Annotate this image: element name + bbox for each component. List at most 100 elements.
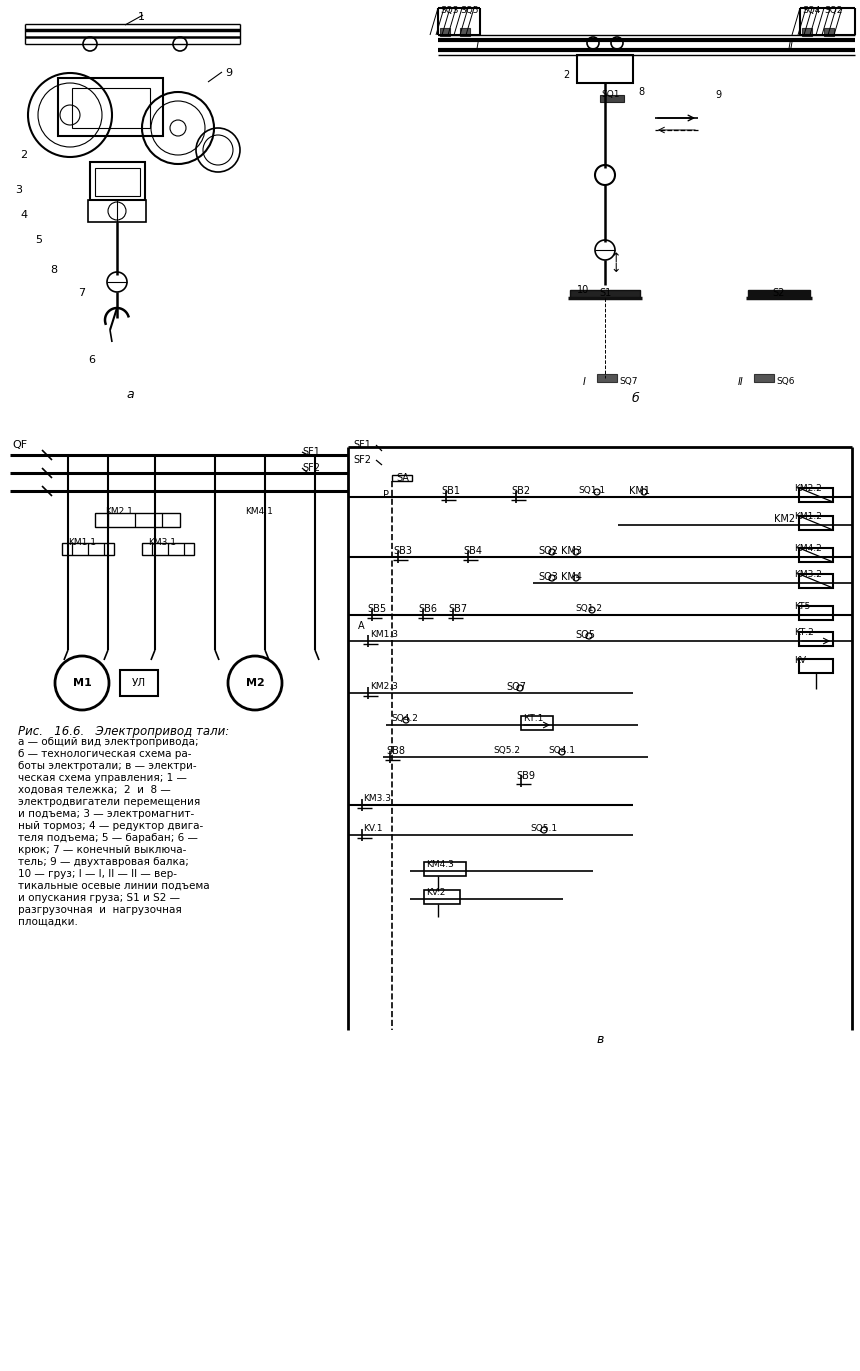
Text: и подъема; 3 — электромагнит-: и подъема; 3 — электромагнит- xyxy=(18,809,194,818)
Text: KМ1.1: KМ1.1 xyxy=(68,537,96,547)
Text: в: в xyxy=(596,1032,604,1046)
Text: 5: 5 xyxy=(35,234,42,245)
Bar xyxy=(88,200,146,222)
Bar xyxy=(424,862,466,876)
Bar xyxy=(72,88,150,128)
Bar xyxy=(120,670,158,696)
Text: 3: 3 xyxy=(15,185,22,195)
Text: М1: М1 xyxy=(72,679,91,688)
Bar xyxy=(802,27,812,36)
Text: S2: S2 xyxy=(773,288,785,298)
Text: 2: 2 xyxy=(563,70,569,80)
Bar xyxy=(95,513,180,526)
Bar xyxy=(90,162,145,200)
Text: SB4: SB4 xyxy=(463,546,482,557)
Text: I: I xyxy=(583,377,586,387)
Text: разгрузочная  и  нагрузочная: разгрузочная и нагрузочная xyxy=(18,905,181,914)
Text: а — общий вид электропривода;: а — общий вид электропривода; xyxy=(18,738,199,747)
Text: тель; 9 — двухтавровая балка;: тель; 9 — двухтавровая балка; xyxy=(18,857,189,866)
Text: II: II xyxy=(738,377,744,387)
Text: б — технологическая схема ра-: б — технологическая схема ра- xyxy=(18,749,192,760)
Text: SQ4: SQ4 xyxy=(802,5,820,15)
Text: I: I xyxy=(476,43,479,52)
Text: SQ6: SQ6 xyxy=(776,377,795,387)
Text: SQ5.2: SQ5.2 xyxy=(493,746,520,755)
Text: ческая схема управления; 1 —: ческая схема управления; 1 — xyxy=(18,773,187,783)
Bar xyxy=(799,659,833,673)
Bar xyxy=(748,291,810,298)
Text: SB3: SB3 xyxy=(393,546,412,557)
Bar xyxy=(600,95,624,101)
Text: KМ2.1: KМ2.1 xyxy=(105,507,133,515)
Text: SQ2: SQ2 xyxy=(538,546,558,557)
Text: SQ5: SQ5 xyxy=(460,5,478,15)
Text: и опускания груза; S1 и S2 —: и опускания груза; S1 и S2 — xyxy=(18,893,180,903)
Text: площадки.: площадки. xyxy=(18,917,78,927)
Text: б: б xyxy=(631,392,639,404)
Text: SQ5: SQ5 xyxy=(575,631,595,640)
Text: KМ3.3: KМ3.3 xyxy=(363,794,391,803)
Text: SB7: SB7 xyxy=(448,605,467,614)
Bar xyxy=(799,488,833,502)
Bar xyxy=(570,291,640,298)
Text: 8: 8 xyxy=(50,265,57,276)
Text: 2: 2 xyxy=(20,149,28,160)
Text: 6: 6 xyxy=(89,355,95,365)
Bar xyxy=(754,374,774,383)
Text: KТ.2: KТ.2 xyxy=(794,628,814,638)
Text: KМ2.3: KМ2.3 xyxy=(370,681,398,691)
Text: KV.1: KV.1 xyxy=(363,824,383,834)
Text: 7: 7 xyxy=(78,288,85,298)
Bar xyxy=(799,515,833,531)
Text: SF2: SF2 xyxy=(353,455,371,465)
Text: KМ4.1: KМ4.1 xyxy=(245,507,273,515)
Bar xyxy=(824,27,834,36)
Text: KM2.2: KM2.2 xyxy=(794,484,822,494)
Text: SQ5.1: SQ5.1 xyxy=(530,824,557,834)
Text: КТ.1: КТ.1 xyxy=(523,714,544,723)
Text: 4: 4 xyxy=(20,210,28,219)
Text: QF: QF xyxy=(12,440,28,450)
Text: KМ1.2: KМ1.2 xyxy=(794,511,822,521)
Text: 9: 9 xyxy=(715,90,722,100)
Text: KV: KV xyxy=(794,655,806,665)
Bar xyxy=(597,374,617,383)
Text: II: II xyxy=(788,43,794,52)
Text: SQ1.1: SQ1.1 xyxy=(578,485,605,495)
Text: KM4: KM4 xyxy=(561,572,582,583)
Text: SB2: SB2 xyxy=(511,485,530,496)
Text: боты электротали; в — электри-: боты электротали; в — электри- xyxy=(18,761,197,771)
Bar xyxy=(62,543,114,555)
Text: теля подъема; 5 — барабан; 6 —: теля подъема; 5 — барабан; 6 — xyxy=(18,834,198,843)
Text: SF2: SF2 xyxy=(302,463,320,473)
Text: крюк; 7 — конечный выключа-: крюк; 7 — конечный выключа- xyxy=(18,845,187,856)
Text: SB5: SB5 xyxy=(367,605,386,614)
Text: SQ7: SQ7 xyxy=(619,377,637,387)
Text: KM1: KM1 xyxy=(629,485,650,496)
Bar xyxy=(440,27,450,36)
Text: 1: 1 xyxy=(138,12,145,22)
Text: KМ3.2: KМ3.2 xyxy=(794,570,822,579)
Text: ходовая тележка;  2  и  8 —: ходовая тележка; 2 и 8 — xyxy=(18,786,171,795)
Text: SB9: SB9 xyxy=(516,771,535,781)
Text: тикальные осевые линии подъема: тикальные осевые линии подъема xyxy=(18,882,210,891)
Text: УЛ: УЛ xyxy=(132,679,146,688)
Text: KT5: KT5 xyxy=(794,602,810,611)
Bar xyxy=(58,78,163,136)
Text: KМ3.1: KМ3.1 xyxy=(148,537,176,547)
Text: SQ3: SQ3 xyxy=(538,572,558,583)
Text: SQ4.2: SQ4.2 xyxy=(391,714,418,723)
Text: SQ4.1: SQ4.1 xyxy=(548,746,575,755)
Text: KМ1.3: KМ1.3 xyxy=(370,631,398,639)
Bar xyxy=(799,574,833,588)
Text: S1: S1 xyxy=(599,288,611,298)
Bar xyxy=(577,55,633,84)
Text: ный тормоз; 4 — редуктор двига-: ный тормоз; 4 — редуктор двига- xyxy=(18,821,203,831)
Text: SB6: SB6 xyxy=(418,605,437,614)
Text: SQ3: SQ3 xyxy=(440,5,458,15)
Text: KМ2: KМ2 xyxy=(774,514,796,524)
Text: 10 — груз; I — I, II — II — вер-: 10 — груз; I — I, II — II — вер- xyxy=(18,869,177,879)
Bar xyxy=(521,716,553,729)
Text: SB1: SB1 xyxy=(441,485,460,496)
Bar xyxy=(424,890,460,903)
